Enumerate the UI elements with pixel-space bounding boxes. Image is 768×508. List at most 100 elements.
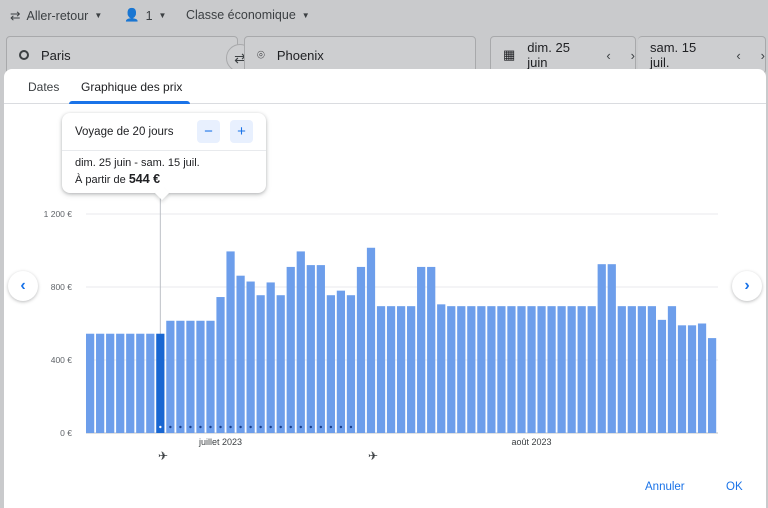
price-bar[interactable] xyxy=(296,251,305,433)
depart-date-field[interactable]: ▦ dim. 25 juin ‹ › xyxy=(490,36,636,74)
chevron-left-icon[interactable]: ‹ xyxy=(8,271,38,301)
price-bar[interactable] xyxy=(437,304,446,433)
y-tick-label: 1 200 € xyxy=(44,209,73,219)
price-bar[interactable] xyxy=(276,295,285,433)
trip-day-dot xyxy=(219,425,222,429)
price-chart: 0 € 400 € 800 € 1 200 € juillet 2023 août 202… xyxy=(44,195,718,447)
price-bar[interactable] xyxy=(116,333,125,433)
price-bar[interactable] xyxy=(166,320,175,433)
depart-next-icon[interactable]: › xyxy=(630,47,635,63)
calendar-icon: ▦ xyxy=(503,47,516,62)
price-bar[interactable] xyxy=(617,306,626,433)
price-bar[interactable] xyxy=(667,306,677,433)
price-bar[interactable] xyxy=(457,306,466,433)
price-bar[interactable] xyxy=(266,282,275,433)
price-bar[interactable] xyxy=(156,333,165,433)
price-bar[interactable] xyxy=(146,333,155,433)
price-bar[interactable] xyxy=(607,264,616,433)
price-bar[interactable] xyxy=(597,264,606,433)
price-bar[interactable] xyxy=(507,306,516,433)
price-bar[interactable] xyxy=(647,306,657,433)
trip-day-dot xyxy=(289,425,292,429)
price-bar[interactable] xyxy=(306,265,315,433)
price-bar[interactable] xyxy=(557,306,566,433)
y-tick-label: 0 € xyxy=(60,428,72,438)
trip-day-dot xyxy=(209,425,212,429)
price-bar[interactable] xyxy=(186,320,195,433)
price-bar[interactable] xyxy=(517,306,526,433)
price-bar[interactable] xyxy=(537,306,546,433)
increase-duration-button[interactable]: + xyxy=(230,120,253,143)
price-bar[interactable] xyxy=(497,306,506,433)
price-bar[interactable] xyxy=(427,266,436,433)
price-bar[interactable] xyxy=(286,266,295,433)
price-bar[interactable] xyxy=(96,333,105,433)
price-bar[interactable] xyxy=(376,306,386,433)
trip-length-label: Voyage de 20 jours xyxy=(75,126,174,138)
price-bar[interactable] xyxy=(577,306,586,433)
price-bar[interactable] xyxy=(366,247,376,433)
cabin-class-select[interactable]: Classe économique ▼ xyxy=(186,8,310,22)
price-bar[interactable] xyxy=(697,323,707,434)
depart-prev-icon[interactable]: ‹ xyxy=(606,47,611,63)
price-bar[interactable] xyxy=(547,306,556,433)
price-bar[interactable] xyxy=(627,306,636,433)
price-bar[interactable] xyxy=(106,333,115,433)
price-bar[interactable] xyxy=(396,306,406,433)
dropdown-icon: ▼ xyxy=(158,11,167,20)
price-bar[interactable] xyxy=(677,325,687,433)
trip-day-dot xyxy=(269,425,272,429)
origin-circle-icon xyxy=(19,50,29,60)
destination-field[interactable]: ⌾ Phoenix xyxy=(244,36,476,74)
active-tab-indicator xyxy=(69,101,190,104)
price-bar[interactable] xyxy=(487,306,496,433)
return-next-icon[interactable]: › xyxy=(760,47,765,63)
trip-price: À partir de 544 € xyxy=(75,172,161,186)
price-bar[interactable] xyxy=(386,306,396,433)
tab-price-graph[interactable]: Graphique des prix xyxy=(81,80,183,94)
price-bar[interactable] xyxy=(657,319,667,433)
cancel-button[interactable]: Annuler xyxy=(645,481,685,493)
price-bar[interactable] xyxy=(336,290,346,433)
price-bar[interactable] xyxy=(567,306,576,433)
price-bar[interactable] xyxy=(216,297,225,433)
price-bar[interactable] xyxy=(176,320,185,433)
price-bar[interactable] xyxy=(687,325,697,433)
trip-date-range: dim. 25 juin - sam. 15 juil. xyxy=(75,157,200,169)
price-bar[interactable] xyxy=(196,320,205,433)
price-bar[interactable] xyxy=(346,295,356,433)
trip-day-dot xyxy=(259,425,262,429)
y-tick-label: 800 € xyxy=(51,282,73,292)
price-bar[interactable] xyxy=(126,333,135,433)
price-bar[interactable] xyxy=(527,306,536,433)
price-bar[interactable] xyxy=(246,281,255,433)
price-bar[interactable] xyxy=(236,275,245,433)
price-bar[interactable] xyxy=(447,306,456,433)
price-bar[interactable] xyxy=(356,266,366,433)
price-bar[interactable] xyxy=(417,266,426,433)
price-bar[interactable] xyxy=(477,306,486,433)
price-bar[interactable] xyxy=(467,306,476,433)
price-bar[interactable] xyxy=(587,306,596,433)
return-prev-icon[interactable]: ‹ xyxy=(736,47,741,63)
price-bar[interactable] xyxy=(86,333,95,433)
price-bar[interactable] xyxy=(637,306,646,433)
price-bar[interactable] xyxy=(226,251,235,433)
price-bar[interactable] xyxy=(316,265,325,433)
ok-button[interactable]: OK xyxy=(726,481,743,493)
trip-day-dot xyxy=(239,425,242,429)
price-bar[interactable] xyxy=(206,320,215,433)
passengers-select[interactable]: 👤 1 ▼ xyxy=(124,8,167,23)
return-date-field[interactable]: sam. 15 juil. ‹ › xyxy=(638,36,766,74)
plane-landing-icon: ✈ xyxy=(368,449,379,463)
trip-type-select[interactable]: ⇄ Aller-retour ▼ xyxy=(10,8,103,24)
person-icon: 👤 xyxy=(124,8,140,22)
tab-dates[interactable]: Dates xyxy=(28,80,60,94)
price-bar[interactable] xyxy=(407,306,416,433)
price-bar[interactable] xyxy=(707,338,717,433)
chevron-right-icon[interactable]: › xyxy=(732,271,762,301)
decrease-duration-button[interactable]: − xyxy=(197,120,220,143)
price-bar[interactable] xyxy=(136,333,145,433)
price-bar[interactable] xyxy=(326,295,335,433)
price-bar[interactable] xyxy=(256,295,265,433)
